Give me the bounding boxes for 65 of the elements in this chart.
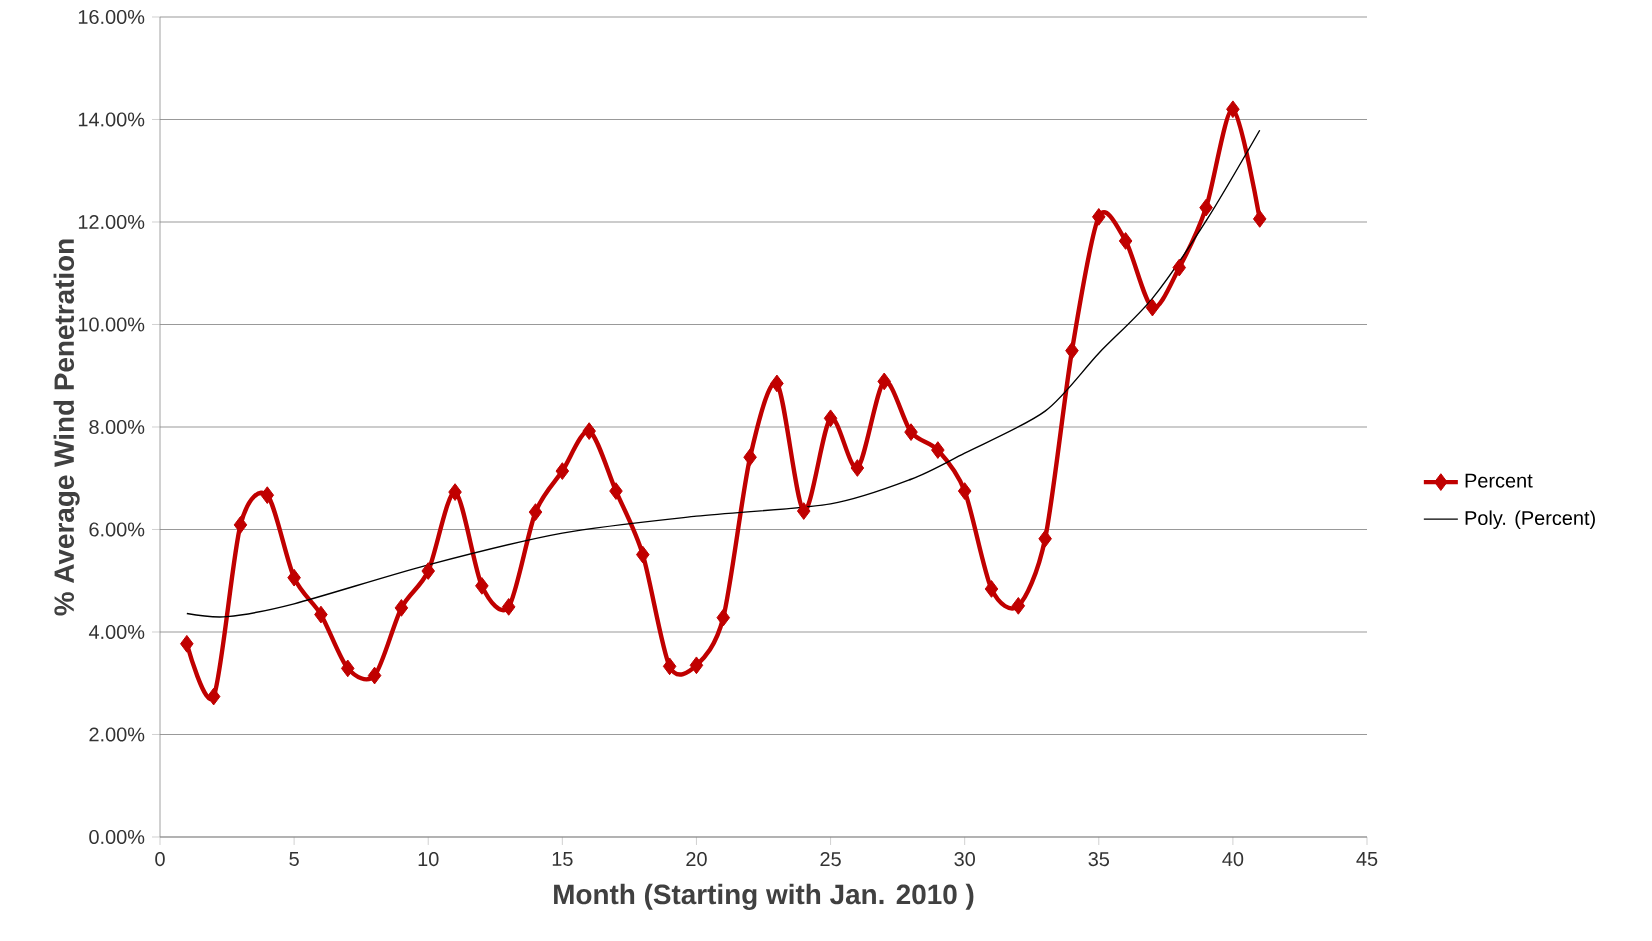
x-tick-label: 15 [552,852,573,866]
point [662,657,677,676]
point [340,659,355,678]
point [1199,198,1213,217]
y-tick-label: 0.00% [89,829,145,845]
point [1252,210,1267,228]
y-tick-label: 2.00% [89,727,145,742]
point [877,372,891,391]
y-tick-label: 14.00% [78,112,145,127]
point [394,599,409,617]
x-tick-label: 45 [1356,852,1378,866]
y-tick-label: 12.00% [78,214,145,230]
point [904,423,918,441]
point [206,687,221,706]
point [636,545,650,564]
y-tick-label: 10.00% [78,317,145,332]
point [1172,258,1187,277]
point [1092,208,1106,226]
point [1065,341,1079,360]
y-tick-label: 8.00% [89,419,145,435]
point [743,448,757,467]
point [1118,232,1133,250]
point [1011,596,1026,615]
y-tick-label: 4.00% [88,624,145,640]
point [528,503,543,521]
point [770,374,784,393]
point [233,516,248,534]
point [367,666,382,685]
y-axis-title: % Average Wind Penetration [53,239,80,616]
point [716,608,731,627]
point [984,580,999,598]
point [287,568,301,587]
legend-label: Percent [1465,473,1533,488]
y-tick-label: 16.00% [78,9,145,25]
x-tick-label: 40 [1222,852,1244,867]
point [1038,529,1052,548]
point [501,598,516,616]
point [689,656,704,675]
point [582,422,596,440]
point [796,502,811,520]
point [314,605,328,624]
legend-label: Poly. (Percent) [1465,510,1595,529]
point [448,483,462,501]
x-axis-title: Month (Starting with Jan. 2010 ) [554,883,974,910]
point [421,562,435,580]
x-tick-label: 35 [1088,852,1110,867]
x-tick-label: 5 [289,852,299,866]
x-tick-label: 0 [155,852,165,867]
y-tick-label: 6.00% [89,522,145,537]
point [555,462,570,480]
point [260,486,275,505]
point [931,441,945,459]
point [1145,298,1160,317]
x-tick-label: 25 [820,852,841,867]
x-tick-label: 10 [418,852,439,867]
x-tick-label: 20 [686,852,707,867]
point [957,482,972,500]
point [475,577,489,595]
point [180,634,194,653]
x-tick-label: 30 [954,852,975,867]
point [850,459,865,477]
point [1226,100,1240,119]
point [609,482,623,500]
line-series [186,129,1261,618]
point [823,409,838,428]
